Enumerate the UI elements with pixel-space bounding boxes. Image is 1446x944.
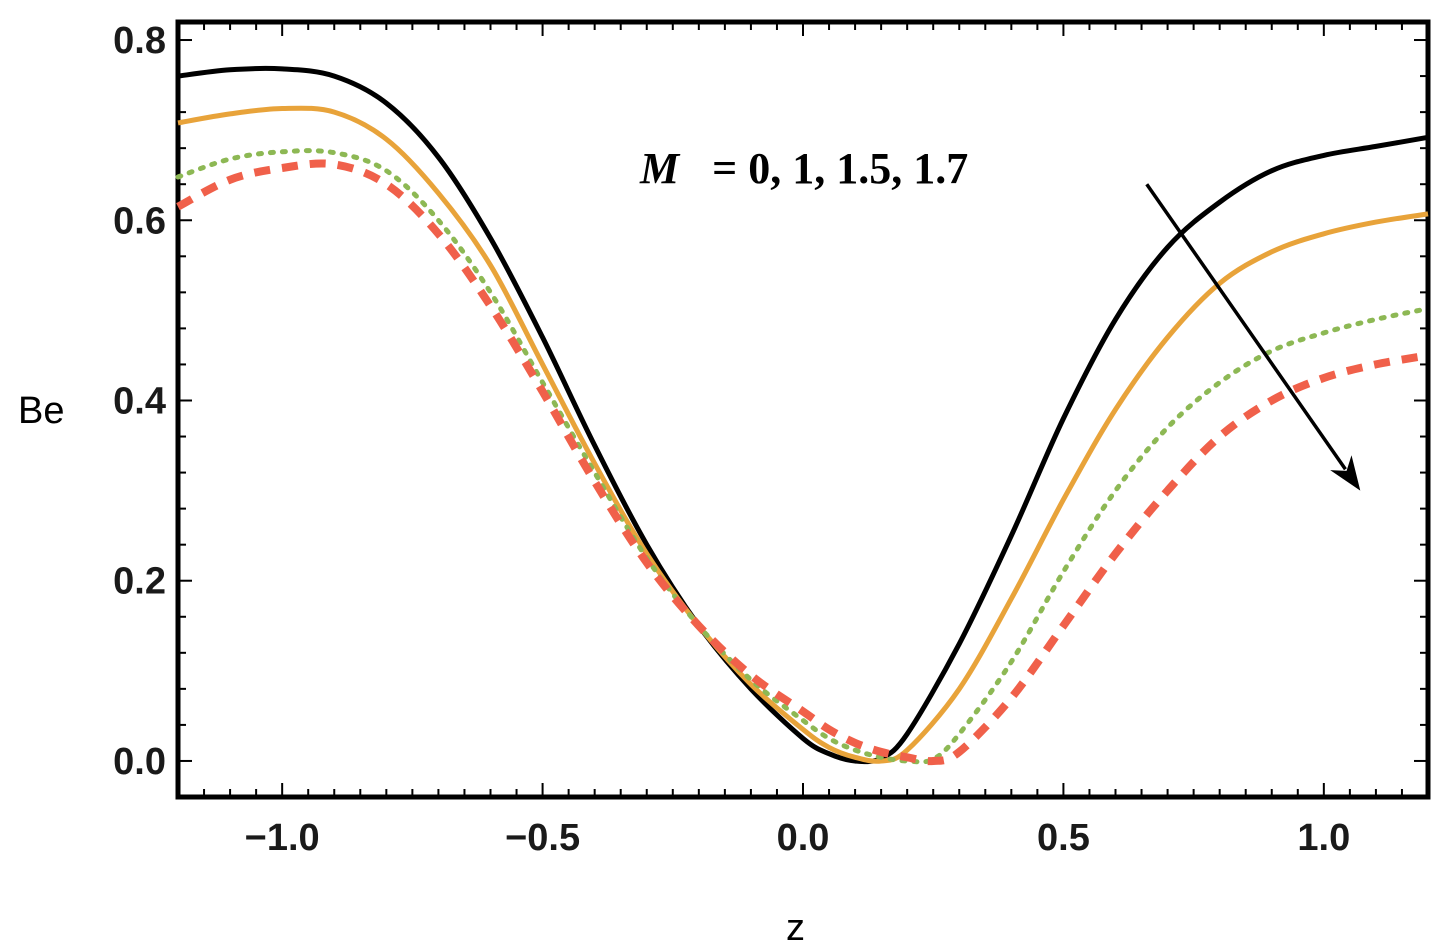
y-tick-label: 0.8	[113, 20, 166, 62]
series-line-1	[177, 105, 1429, 764]
y-tick-label: 0.4	[113, 380, 166, 422]
annotation-values: = 0, 1, 1.5, 1.7	[712, 144, 968, 193]
series-line-2	[175, 148, 1431, 765]
y-tick-label: 0.2	[113, 561, 166, 603]
annotation-var: M	[639, 144, 681, 193]
x-axis-label: z	[786, 907, 805, 944]
y-tick-label: 0.0	[113, 741, 166, 783]
x-tick-label: 1.0	[1297, 817, 1350, 859]
annotation-arrowhead	[1330, 455, 1361, 491]
series-line-0	[177, 65, 1429, 765]
x-tick-label: 0.0	[777, 817, 830, 859]
x-tick-label: −0.5	[505, 817, 580, 859]
plot-frame	[175, 19, 1431, 800]
series-line-3	[176, 159, 1429, 766]
y-axis-label: Be	[18, 390, 64, 432]
x-tick-label: 0.5	[1037, 817, 1090, 859]
x-tick-label: −1.0	[245, 817, 320, 859]
annotation-label: M = 0, 1, 1.5, 1.7	[639, 144, 968, 193]
annotation-arrow-line	[1145, 183, 1347, 471]
y-tick-label: 0.6	[113, 200, 166, 242]
